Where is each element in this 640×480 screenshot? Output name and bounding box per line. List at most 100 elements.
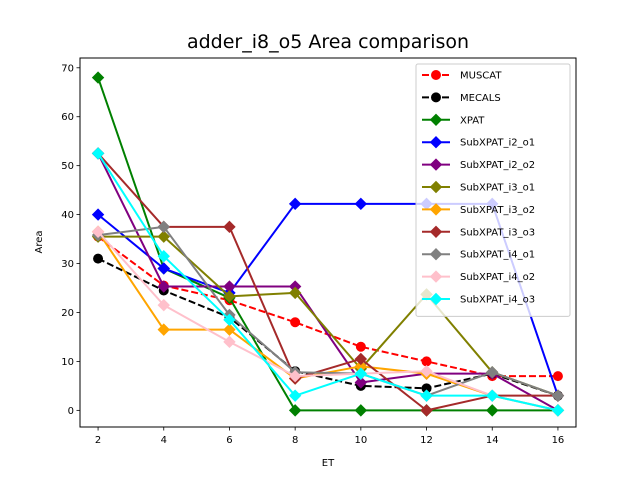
legend-marker	[429, 158, 443, 171]
legend-label: SubXPAT_i2_o2	[460, 160, 535, 171]
y-tick-label: 60	[61, 112, 74, 123]
series-line	[97, 152, 559, 412]
legend-label: XPAT	[460, 115, 485, 126]
legend-label: SubXPAT_i4_o3	[460, 295, 535, 306]
data-point	[420, 365, 433, 378]
data-point	[223, 290, 236, 303]
data-point	[157, 323, 170, 336]
legend-label: SubXPAT_i3_o3	[460, 227, 535, 238]
data-point	[355, 341, 366, 352]
data-point	[288, 389, 302, 402]
data-point	[354, 376, 368, 389]
legend-entry: SubXPAT_i3_o2	[422, 203, 535, 216]
legend-entry: MECALS	[422, 92, 501, 104]
plot-frame	[79, 57, 577, 428]
data-point	[486, 389, 499, 402]
legend-entry: SubXPAT_i4_o2	[422, 270, 535, 283]
y-tick-label: 50	[61, 161, 74, 172]
series-layer	[91, 71, 565, 417]
legend-label: SubXPAT_i3_o1	[460, 183, 535, 194]
data-point	[157, 249, 170, 263]
y-axis-label: Area	[34, 230, 45, 253]
y-tick-label: 30	[61, 259, 74, 270]
data-point	[290, 317, 301, 328]
legend-marker	[429, 135, 443, 149]
x-tick-label: 14	[486, 435, 499, 446]
legend-entry: SubXPAT_i2_o1	[422, 135, 535, 149]
series-subxpat-i4-o3	[91, 147, 565, 417]
data-point	[486, 404, 499, 417]
data-point	[420, 389, 433, 402]
series-line	[97, 152, 558, 412]
legend-entry: SubXPAT_i4_o3	[422, 292, 535, 306]
legend-label: SubXPAT_i3_o2	[460, 205, 535, 216]
data-point	[223, 220, 236, 234]
data-point	[288, 197, 302, 211]
legend-label: SubXPAT_i4_o1	[460, 250, 535, 261]
x-tick-label: 12	[420, 435, 433, 446]
x-tick-label: 4	[161, 435, 167, 446]
x-tick-label: 2	[95, 435, 101, 446]
legend-marker	[429, 247, 443, 261]
data-point	[551, 404, 565, 417]
x-tick-label: 6	[226, 435, 232, 446]
data-point	[421, 356, 432, 367]
axes: 2 4 6 8 10 12 14 16 0 10 20 30 40 50 60 70	[61, 57, 577, 446]
data-point	[91, 71, 105, 84]
legend-label: MECALS	[460, 93, 501, 104]
data-point	[486, 365, 499, 379]
series-line	[97, 231, 559, 412]
series-line	[97, 225, 559, 397]
legend-marker	[429, 292, 443, 306]
x-tick-label: 8	[292, 435, 298, 446]
data-point	[420, 404, 433, 417]
data-point	[93, 253, 104, 264]
legend-marker	[429, 203, 443, 216]
data-point	[288, 286, 302, 300]
y-tick-label: 10	[61, 357, 74, 368]
legend-entry: SubXPAT_i3_o3	[422, 225, 535, 239]
legend-box	[415, 63, 571, 317]
series-line	[97, 152, 559, 412]
data-point	[354, 197, 368, 211]
legend-entry: SubXPAT_i2_o2	[422, 158, 535, 171]
legend-label: MUSCAT	[460, 71, 502, 82]
legend-marker	[429, 180, 443, 194]
series-line	[97, 257, 559, 397]
chart-title: adder_i8_o5 Area comparison	[187, 31, 469, 53]
legend: MUSCAT MECALS XPAT SubXPAT_i2_o1 SubXPAT_i2_…	[415, 63, 571, 317]
data-point	[91, 225, 105, 238]
legend-entry: XPAT	[422, 113, 485, 127]
legend-entry: SubXPAT_i4_o1	[422, 247, 535, 261]
data-point	[288, 369, 302, 383]
data-point	[354, 404, 368, 417]
data-point	[288, 404, 302, 417]
legend-label: SubXPAT_i4_o2	[460, 272, 535, 283]
legend-entry: SubXPAT_i3_o1	[422, 180, 535, 194]
data-point	[157, 230, 170, 243]
legend-entry: MUSCAT	[422, 70, 502, 82]
data-point	[223, 323, 236, 336]
data-point	[223, 335, 236, 349]
legend-marker	[431, 70, 441, 80]
data-point	[157, 280, 170, 293]
y-tick-label: 20	[61, 308, 74, 319]
x-tick-label: 16	[552, 435, 565, 446]
data-point	[157, 298, 170, 312]
legend-label: SubXPAT_i2_o1	[460, 138, 535, 149]
data-point	[223, 313, 236, 327]
y-tick-label: 0	[68, 406, 74, 417]
data-point	[354, 367, 368, 380]
data-point	[552, 371, 563, 382]
data-point	[91, 208, 105, 221]
data-point	[157, 262, 170, 275]
legend-marker	[429, 270, 443, 283]
legend-marker	[429, 113, 443, 127]
data-point	[551, 389, 565, 402]
data-point	[354, 352, 368, 366]
legend-marker	[429, 225, 443, 239]
x-axis-label: ET	[322, 458, 335, 469]
series-line	[98, 235, 559, 397]
